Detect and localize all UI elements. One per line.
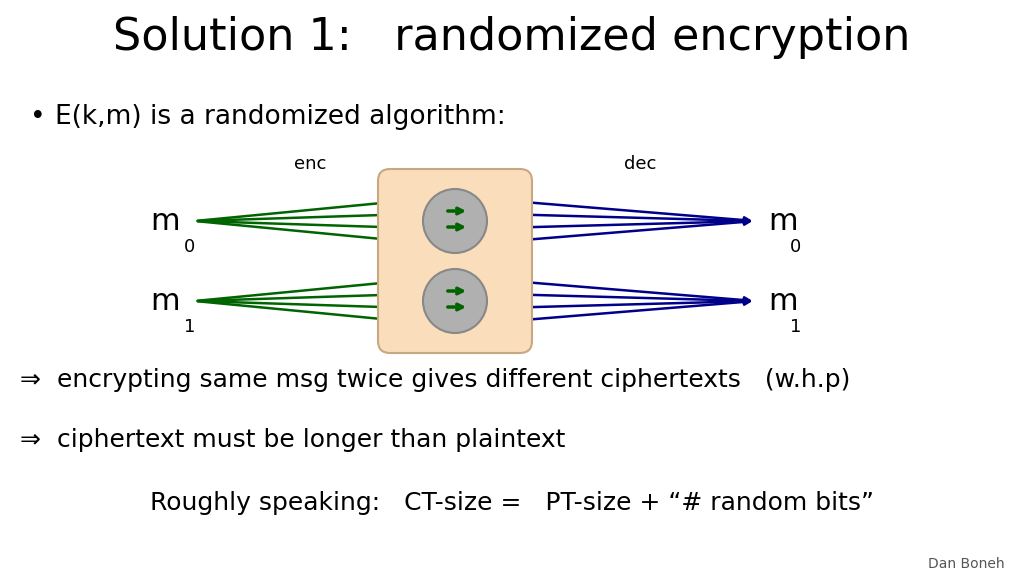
- Text: ⇒  ciphertext must be longer than plaintext: ⇒ ciphertext must be longer than plainte…: [20, 428, 565, 452]
- Text: dec: dec: [624, 155, 656, 173]
- Text: E(k,m) is a randomized algorithm:: E(k,m) is a randomized algorithm:: [55, 104, 506, 130]
- Text: 1: 1: [184, 318, 196, 336]
- Text: 1: 1: [790, 318, 802, 336]
- Text: m: m: [151, 207, 180, 236]
- Text: Roughly speaking:   CT-size =   PT-size + “# random bits”: Roughly speaking: CT-size = PT-size + “#…: [150, 491, 874, 515]
- Text: m: m: [151, 286, 180, 316]
- Text: m: m: [768, 286, 798, 316]
- Text: Dan Boneh: Dan Boneh: [929, 557, 1005, 571]
- Text: •: •: [30, 104, 46, 130]
- Circle shape: [423, 269, 487, 333]
- FancyBboxPatch shape: [378, 169, 532, 353]
- Text: m: m: [768, 207, 798, 236]
- Text: Solution 1:   randomized encryption: Solution 1: randomized encryption: [114, 16, 910, 59]
- Text: 0: 0: [184, 238, 196, 256]
- Text: enc: enc: [294, 155, 327, 173]
- Circle shape: [423, 189, 487, 253]
- Text: ⇒  encrypting same msg twice gives different ciphertexts   (w.h.p): ⇒ encrypting same msg twice gives differ…: [20, 368, 850, 392]
- Text: 0: 0: [790, 238, 801, 256]
